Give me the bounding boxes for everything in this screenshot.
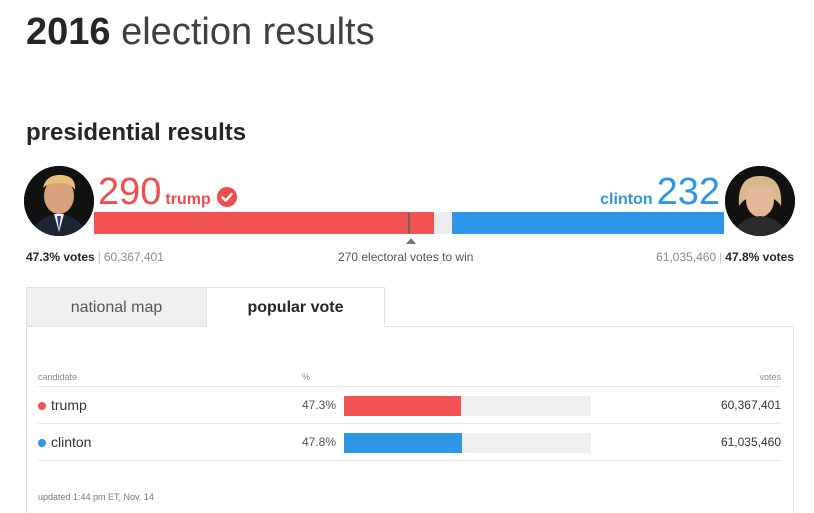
clinton-vote-count: 61,035,460 [656, 250, 717, 264]
trump-name: trump [165, 191, 211, 208]
table-row: trump 47.3% 60,367,401 [38, 387, 781, 424]
clinton-popular-summary: 61,035,460 | 47.8% votes [656, 250, 794, 264]
header-pct: % [302, 372, 311, 382]
header-candidate: candidate [38, 372, 78, 382]
candidate-bar-track [344, 396, 591, 416]
popular-vote-table: candidate % votes trump 47.3% 60,367,401… [38, 370, 781, 461]
tab-popular-vote[interactable]: popular vote [206, 287, 385, 327]
section-title: presidential results [26, 119, 247, 146]
table-header: candidate % votes [38, 370, 781, 387]
tab-national-map[interactable]: national map [26, 287, 206, 327]
page-title: 2016 election results [26, 10, 375, 54]
candidate-name: clinton [51, 434, 92, 450]
trump-vote-count: 60,367,401 [103, 250, 164, 264]
clinton-avatar [725, 166, 795, 236]
clinton-dot-icon [38, 439, 46, 447]
page-title-year: 2016 [26, 11, 111, 53]
candidate-bar-track [344, 433, 591, 453]
clinton-vote-pct: 47.8% votes [725, 250, 794, 264]
trump-electoral: 290 trump [98, 170, 237, 214]
active-tab-join [207, 325, 384, 327]
candidate-pct: 47.8% [302, 435, 337, 449]
updated-timestamp: updated 1:44 pm ET, Nov. 14 [38, 492, 154, 502]
trump-vote-pct: 47.3% votes [26, 250, 95, 264]
candidate-name: trump [51, 397, 87, 413]
candidate-bar-fill [344, 396, 461, 416]
trump-dot-icon [38, 402, 46, 410]
clinton-electoral-bar [452, 212, 724, 234]
table-row: clinton 47.8% 61,035,460 [38, 424, 781, 461]
clinton-name: clinton [600, 191, 653, 208]
trump-electoral-votes: 290 [98, 171, 162, 213]
clinton-electoral-votes: 232 [656, 171, 720, 213]
to-win-label: 270 electoral votes to win [338, 250, 474, 264]
page-title-rest: election results [121, 11, 375, 53]
candidate-pct: 47.3% [302, 398, 337, 412]
trump-popular-summary: 47.3% votes | 60,367,401 [26, 250, 164, 264]
electoral-bar [94, 212, 724, 234]
header-votes: votes [759, 372, 781, 382]
check-icon [216, 187, 237, 207]
trump-avatar [24, 166, 94, 236]
to-win-marker [407, 212, 410, 234]
trump-electoral-bar [94, 212, 434, 234]
clinton-electoral: clinton 232 [596, 170, 720, 214]
candidate-votes: 61,035,460 [720, 435, 781, 449]
candidate-votes: 60,367,401 [720, 398, 781, 412]
candidate-bar-fill [344, 433, 463, 453]
popular-vote-panel [26, 326, 794, 513]
to-win-pointer-icon [406, 238, 416, 244]
